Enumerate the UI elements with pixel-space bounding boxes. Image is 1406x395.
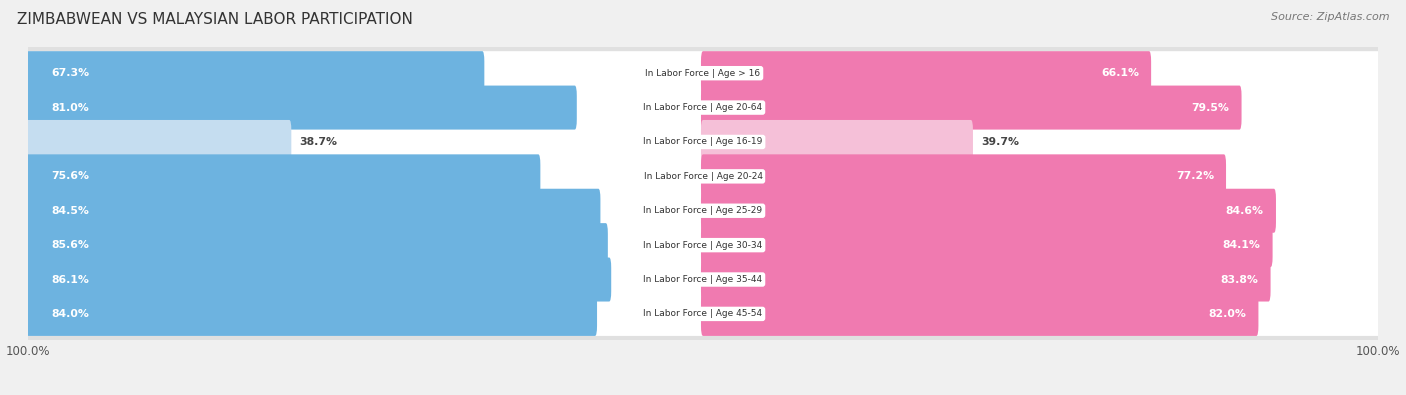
- FancyBboxPatch shape: [702, 51, 1379, 95]
- Text: In Labor Force | Age 20-64: In Labor Force | Age 20-64: [644, 103, 762, 112]
- Text: 84.6%: 84.6%: [1226, 206, 1264, 216]
- Text: Source: ZipAtlas.com: Source: ZipAtlas.com: [1271, 12, 1389, 22]
- Text: 81.0%: 81.0%: [52, 103, 90, 113]
- FancyBboxPatch shape: [27, 120, 291, 164]
- Text: 84.0%: 84.0%: [52, 309, 90, 319]
- FancyBboxPatch shape: [27, 292, 598, 336]
- FancyBboxPatch shape: [27, 258, 704, 301]
- FancyBboxPatch shape: [702, 223, 1379, 267]
- Text: 38.7%: 38.7%: [299, 137, 337, 147]
- FancyBboxPatch shape: [25, 143, 1381, 209]
- FancyBboxPatch shape: [27, 189, 600, 233]
- FancyBboxPatch shape: [27, 86, 704, 130]
- FancyBboxPatch shape: [25, 281, 1381, 347]
- FancyBboxPatch shape: [25, 246, 1381, 312]
- Text: In Labor Force | Age 30-34: In Labor Force | Age 30-34: [644, 241, 762, 250]
- Text: 75.6%: 75.6%: [52, 171, 90, 181]
- FancyBboxPatch shape: [702, 86, 1241, 130]
- FancyBboxPatch shape: [27, 292, 704, 336]
- FancyBboxPatch shape: [702, 120, 1379, 164]
- FancyBboxPatch shape: [702, 154, 1379, 198]
- Text: 66.1%: 66.1%: [1101, 68, 1139, 78]
- Text: 83.8%: 83.8%: [1220, 275, 1258, 284]
- FancyBboxPatch shape: [27, 86, 576, 130]
- FancyBboxPatch shape: [702, 223, 1272, 267]
- FancyBboxPatch shape: [702, 51, 1152, 95]
- FancyBboxPatch shape: [27, 258, 612, 301]
- FancyBboxPatch shape: [25, 40, 1381, 106]
- Text: In Labor Force | Age > 16: In Labor Force | Age > 16: [645, 69, 761, 78]
- Text: 86.1%: 86.1%: [52, 275, 90, 284]
- Text: In Labor Force | Age 20-24: In Labor Force | Age 20-24: [644, 172, 762, 181]
- FancyBboxPatch shape: [25, 178, 1381, 244]
- FancyBboxPatch shape: [27, 51, 704, 95]
- FancyBboxPatch shape: [27, 51, 484, 95]
- Text: 39.7%: 39.7%: [981, 137, 1019, 147]
- FancyBboxPatch shape: [27, 223, 704, 267]
- FancyBboxPatch shape: [25, 212, 1381, 278]
- FancyBboxPatch shape: [702, 189, 1277, 233]
- FancyBboxPatch shape: [27, 120, 704, 164]
- Text: In Labor Force | Age 25-29: In Labor Force | Age 25-29: [644, 206, 762, 215]
- FancyBboxPatch shape: [702, 120, 973, 164]
- Text: 67.3%: 67.3%: [52, 68, 90, 78]
- Text: 77.2%: 77.2%: [1175, 171, 1213, 181]
- Text: 82.0%: 82.0%: [1208, 309, 1246, 319]
- FancyBboxPatch shape: [25, 109, 1381, 175]
- Text: In Labor Force | Age 35-44: In Labor Force | Age 35-44: [644, 275, 762, 284]
- Text: 84.1%: 84.1%: [1223, 240, 1260, 250]
- Text: 84.5%: 84.5%: [52, 206, 90, 216]
- Text: ZIMBABWEAN VS MALAYSIAN LABOR PARTICIPATION: ZIMBABWEAN VS MALAYSIAN LABOR PARTICIPAT…: [17, 12, 413, 27]
- Text: In Labor Force | Age 45-54: In Labor Force | Age 45-54: [644, 309, 762, 318]
- FancyBboxPatch shape: [27, 189, 704, 233]
- FancyBboxPatch shape: [702, 292, 1379, 336]
- FancyBboxPatch shape: [702, 86, 1379, 130]
- FancyBboxPatch shape: [25, 75, 1381, 141]
- FancyBboxPatch shape: [702, 189, 1379, 233]
- FancyBboxPatch shape: [27, 223, 607, 267]
- FancyBboxPatch shape: [702, 258, 1379, 301]
- Text: In Labor Force | Age 16-19: In Labor Force | Age 16-19: [644, 137, 762, 147]
- Text: 85.6%: 85.6%: [52, 240, 90, 250]
- FancyBboxPatch shape: [702, 154, 1226, 198]
- Text: 79.5%: 79.5%: [1191, 103, 1229, 113]
- FancyBboxPatch shape: [702, 292, 1258, 336]
- FancyBboxPatch shape: [27, 154, 704, 198]
- FancyBboxPatch shape: [702, 258, 1271, 301]
- FancyBboxPatch shape: [27, 154, 540, 198]
